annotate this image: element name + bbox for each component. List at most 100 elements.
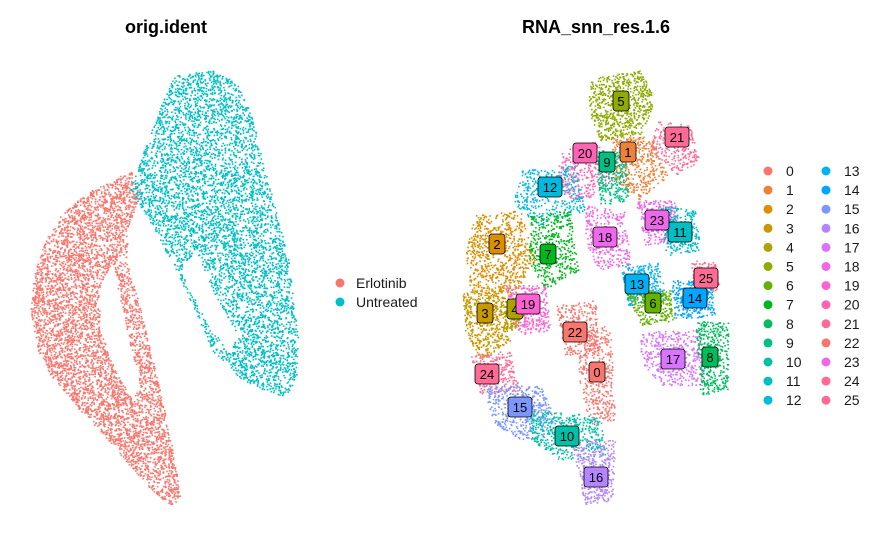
erlotinib-point	[93, 304, 95, 306]
erlotinib-point	[31, 311, 33, 313]
erlotinib-point	[136, 414, 138, 417]
erlotinib-point	[58, 340, 60, 342]
erlotinib-point	[38, 302, 40, 304]
erlotinib-point	[84, 349, 87, 351]
erlotinib-point	[117, 244, 120, 247]
erlotinib-point	[61, 276, 63, 278]
erlotinib-point	[51, 234, 54, 237]
erlotinib-point	[168, 457, 170, 460]
erlotinib-point	[171, 463, 174, 465]
erlotinib-point	[112, 233, 114, 235]
erlotinib-point	[74, 222, 76, 224]
erlotinib-point	[63, 385, 65, 388]
erlotinib-point	[44, 250, 47, 252]
erlotinib-point	[119, 448, 121, 451]
erlotinib-point	[82, 266, 84, 268]
erlotinib-point	[74, 367, 77, 369]
erlotinib-point	[121, 231, 123, 234]
erlotinib-point	[83, 200, 85, 203]
erlotinib-point	[143, 398, 146, 400]
erlotinib-point	[115, 424, 117, 426]
erlotinib-point	[49, 270, 51, 273]
erlotinib-point	[120, 181, 122, 184]
erlotinib-point	[125, 212, 128, 214]
erlotinib-point	[142, 437, 145, 440]
erlotinib-point	[88, 216, 91, 219]
erlotinib-point	[125, 418, 127, 421]
erlotinib-point	[128, 458, 130, 461]
erlotinib-point	[114, 441, 117, 443]
erlotinib-point	[62, 365, 65, 367]
erlotinib-point	[120, 432, 123, 435]
erlotinib-point	[139, 345, 141, 348]
erlotinib-point	[65, 375, 67, 377]
erlotinib-point	[96, 323, 98, 325]
erlotinib-point	[139, 411, 141, 413]
erlotinib-point	[58, 233, 61, 235]
erlotinib-point	[123, 303, 126, 306]
erlotinib-point	[74, 343, 76, 346]
erlotinib-point	[113, 250, 116, 252]
erlotinib-point	[51, 255, 54, 258]
erlotinib-point	[159, 436, 161, 438]
erlotinib-point	[48, 313, 51, 316]
erlotinib-point	[120, 454, 123, 457]
erlotinib-point	[156, 376, 158, 379]
erlotinib-point	[148, 411, 150, 414]
erlotinib-point	[149, 413, 152, 416]
erlotinib-point	[73, 296, 76, 298]
erlotinib-point	[94, 367, 96, 370]
erlotinib-point	[85, 324, 87, 327]
erlotinib-point	[133, 335, 135, 338]
erlotinib-point	[77, 376, 80, 379]
erlotinib-point	[56, 378, 59, 381]
erlotinib-point	[128, 208, 130, 210]
erlotinib-point	[165, 475, 168, 478]
erlotinib-point	[62, 322, 64, 325]
erlotinib-point	[62, 262, 64, 265]
erlotinib-point	[76, 362, 78, 364]
erlotinib-point	[80, 198, 82, 200]
erlotinib-point	[123, 283, 126, 286]
erlotinib-point	[71, 343, 74, 346]
erlotinib-point	[119, 238, 122, 241]
erlotinib-point	[113, 417, 115, 420]
erlotinib-point	[56, 271, 59, 273]
erlotinib-point	[110, 425, 113, 427]
erlotinib-point	[144, 331, 146, 334]
erlotinib-point	[89, 308, 92, 310]
erlotinib-point	[160, 406, 163, 408]
erlotinib-point	[93, 399, 95, 401]
erlotinib-point	[50, 320, 53, 322]
erlotinib-point	[73, 244, 76, 246]
erlotinib-point	[49, 322, 51, 324]
erlotinib-point	[130, 437, 132, 439]
erlotinib-point	[54, 231, 57, 233]
erlotinib-point	[111, 368, 114, 371]
erlotinib-point	[120, 185, 123, 187]
erlotinib-point	[64, 250, 66, 253]
erlotinib-point	[115, 428, 118, 431]
erlotinib-point	[113, 202, 116, 205]
erlotinib-point	[141, 465, 143, 467]
erlotinib-point	[39, 281, 41, 283]
erlotinib-point	[64, 364, 67, 366]
erlotinib-point	[82, 394, 84, 397]
erlotinib-point	[124, 444, 127, 447]
erlotinib-point	[157, 395, 159, 398]
erlotinib-point	[151, 362, 153, 364]
erlotinib-point	[126, 186, 128, 188]
erlotinib-point	[85, 386, 87, 388]
erlotinib-point	[78, 356, 80, 358]
erlotinib-point	[93, 402, 95, 404]
erlotinib-point	[96, 349, 99, 351]
erlotinib-point	[125, 251, 128, 254]
erlotinib-point	[91, 300, 94, 302]
erlotinib-point	[125, 182, 128, 185]
erlotinib-point	[46, 315, 48, 318]
erlotinib-point	[84, 354, 87, 357]
erlotinib-point	[91, 367, 94, 370]
erlotinib-point	[126, 303, 128, 305]
erlotinib-point	[44, 258, 47, 260]
